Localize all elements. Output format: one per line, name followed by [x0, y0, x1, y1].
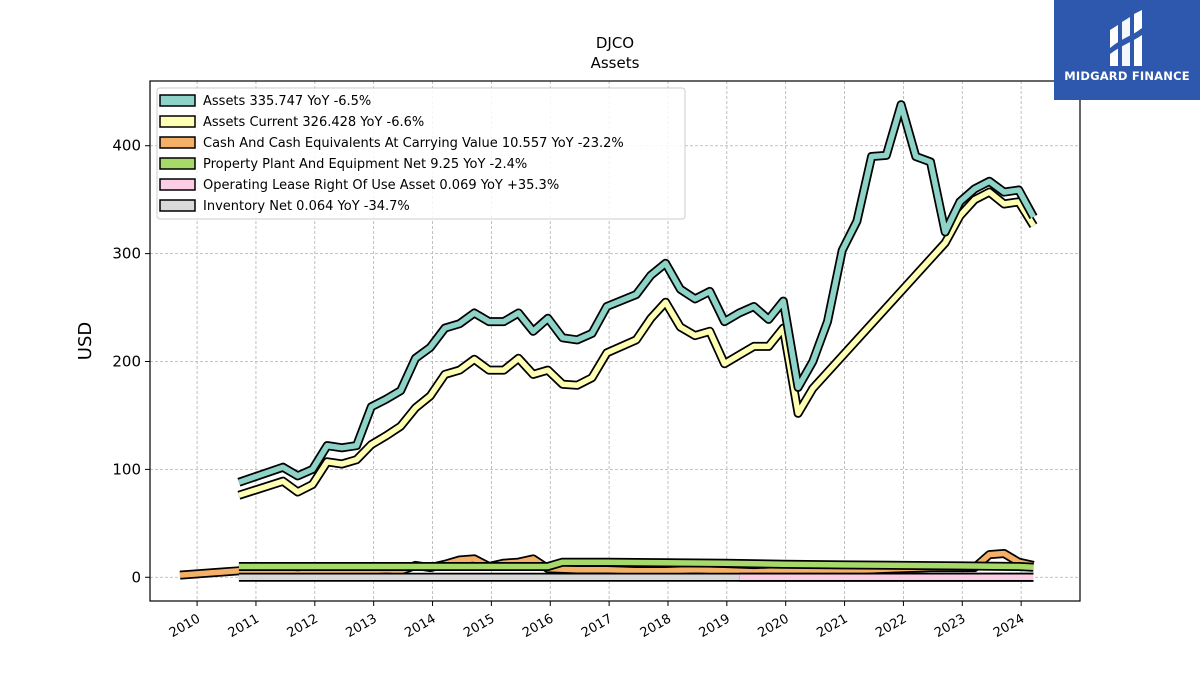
legend-label: Assets Current 326.428 YoY -6.6%	[203, 115, 424, 130]
x-axis: 2010 2011 2012 2013 2014 2015 2016 2017 2018 2019…	[167, 601, 1027, 641]
midgard-logo-icon	[1110, 10, 1142, 66]
legend-swatch	[159, 94, 196, 107]
legend-label: Operating Lease Right Of Use Asset 0.069…	[203, 178, 559, 193]
x-tick-label: 2021	[814, 611, 850, 641]
y-axis: 0 100 200 300 400	[112, 137, 150, 586]
x-tick-label: 2020	[756, 611, 792, 641]
series-1	[237, 187, 1038, 500]
y-tick-label: 300	[112, 245, 141, 263]
series-line	[238, 189, 1036, 498]
series-lines	[179, 100, 1038, 582]
x-tick-label: 2016	[520, 611, 556, 641]
series-0	[237, 100, 1038, 487]
chart-title: DJCO	[596, 34, 634, 52]
midgard-finance-logo: MIDGARD FINANCE	[1054, 0, 1200, 100]
legend: Assets 335.747 YoY -6.5% Assets Current 3…	[156, 87, 686, 220]
logo-text: MIDGARD FINANCE	[1064, 69, 1190, 83]
y-axis-label: USD	[75, 322, 96, 360]
legend-swatch	[159, 157, 196, 170]
y-tick-label: 100	[112, 460, 141, 478]
legend-label: Inventory Net 0.064 YoY -34.7%	[203, 199, 410, 214]
series-line	[238, 101, 1036, 485]
chart-subtitle: Assets	[591, 54, 640, 72]
y-tick-label: 0	[131, 568, 141, 586]
legend-swatch	[159, 178, 196, 191]
series-line	[238, 559, 1034, 571]
x-tick-label: 2017	[579, 611, 615, 641]
x-tick-label: 2019	[697, 611, 733, 641]
series-3	[238, 557, 1034, 572]
x-tick-label: 2013	[344, 611, 380, 641]
x-tick-label: 2014	[402, 611, 438, 641]
plot-frame	[149, 80, 1081, 602]
legend-label: Cash And Cash Equivalents At Carrying Va…	[203, 136, 624, 151]
x-tick-label: 2012	[285, 611, 321, 641]
legend-swatch	[159, 115, 196, 128]
x-tick-label: 2022	[873, 611, 909, 641]
legend-label: Assets 335.747 YoY -6.5%	[203, 94, 371, 109]
y-tick-label: 200	[112, 352, 141, 370]
x-tick-label: 2024	[991, 611, 1027, 641]
y-tick-label: 400	[112, 137, 141, 155]
x-tick-label: 2010	[167, 611, 203, 641]
x-tick-label: 2018	[638, 611, 674, 641]
x-tick-label: 2023	[932, 611, 968, 641]
legend-swatch	[159, 199, 196, 212]
x-tick-label: 2011	[226, 611, 262, 641]
legend-box	[156, 87, 686, 220]
x-tick-label: 2015	[461, 611, 497, 641]
legend-label: Property Plant And Equipment Net 9.25 Yo…	[203, 157, 527, 172]
legend-swatch	[159, 136, 196, 149]
